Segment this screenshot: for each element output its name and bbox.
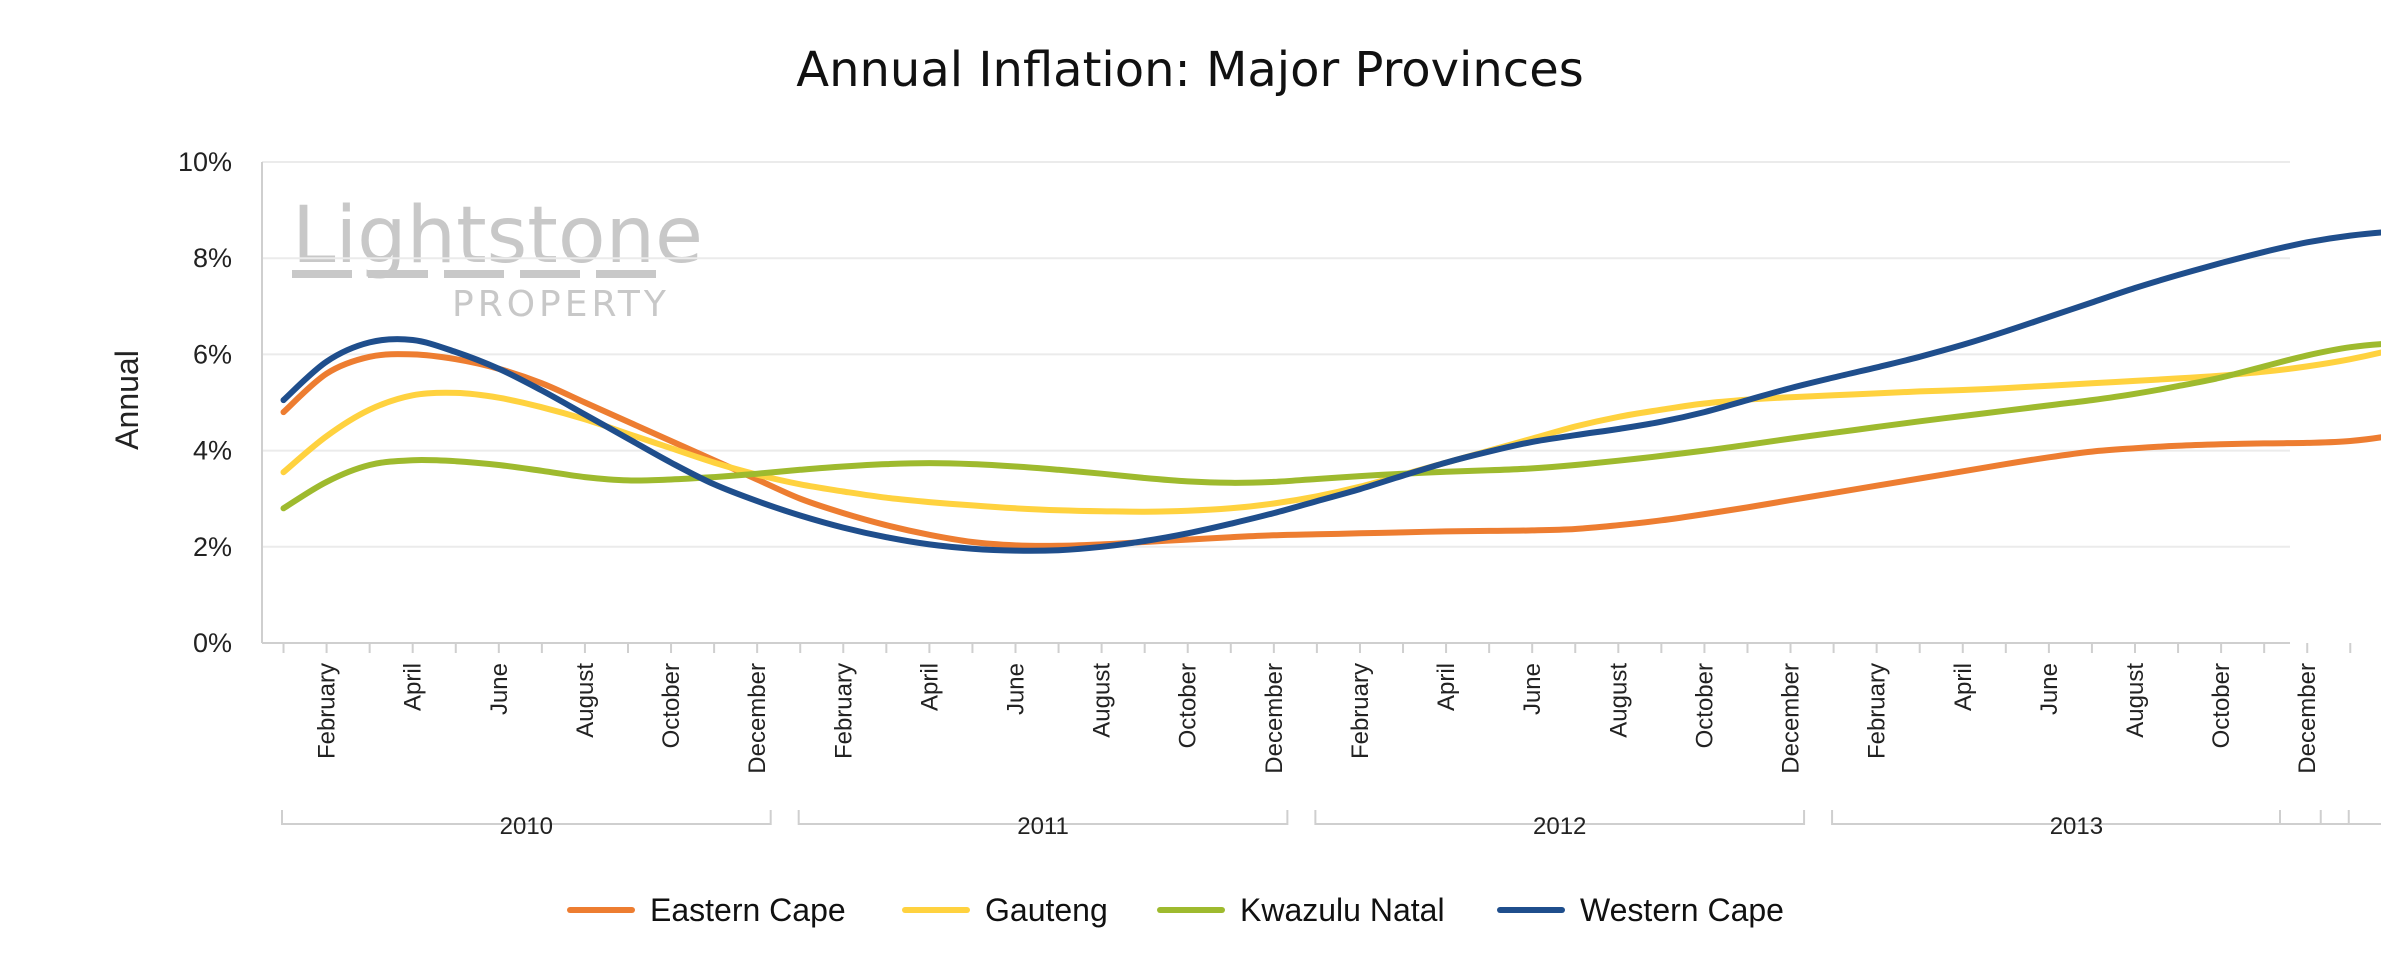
x-tick-label: February <box>1864 663 1891 759</box>
x-tick-label: August <box>1605 663 1632 738</box>
year-axis: 201020112012201320142 <box>281 810 2381 840</box>
year-label: 2012 <box>1533 813 1586 840</box>
x-tick-label: June <box>2036 663 2063 715</box>
grid <box>262 161 2290 548</box>
x-tick-label: December <box>744 663 771 774</box>
year-bracket <box>1831 810 2322 825</box>
watermark-main-text: Lightstone <box>292 191 703 281</box>
legend-label-gauteng: Gauteng <box>985 892 1108 928</box>
x-tick-label: August <box>2122 663 2149 738</box>
year-bracket <box>1314 810 1806 825</box>
x-tick-label: June <box>1519 663 1546 715</box>
x-tick-label: December <box>1778 663 1805 774</box>
y-axis-ticks: 0% 2% 4% 6% 8% 10% <box>178 147 232 658</box>
x-tick-label: October <box>658 663 685 748</box>
year-label: 2013 <box>2050 813 2103 840</box>
year-label: 2010 <box>500 813 553 840</box>
watermark-bar <box>368 270 428 278</box>
legend-label-kwazulu-natal: Kwazulu Natal <box>1240 892 1445 928</box>
x-tick-label: February <box>314 663 341 759</box>
x-tick-label: October <box>2208 663 2235 748</box>
x-tick-label: April <box>1950 663 1977 711</box>
watermark-logo: Lightstone PROPERTY <box>292 191 703 325</box>
x-tick-label: December <box>2294 663 2321 774</box>
x-tick-label: April <box>916 663 943 711</box>
y-tick-label: 2% <box>193 532 232 562</box>
year-bracket <box>2347 810 2381 825</box>
series-lines <box>280 229 2381 554</box>
series-line-kwazulu-natal <box>280 341 2381 512</box>
x-tick-label: April <box>400 663 427 711</box>
x-tick-label: October <box>1691 663 1718 748</box>
year-bracket <box>281 810 772 825</box>
series-line-western-cape <box>280 229 2381 554</box>
legend-label-eastern-cape: Eastern Cape <box>650 892 846 928</box>
y-tick-label: 10% <box>178 147 232 177</box>
year-bracket <box>2279 810 2381 825</box>
x-tick-label: February <box>1347 663 1374 759</box>
legend-label-western-cape: Western Cape <box>1580 892 1784 928</box>
x-tick-label: August <box>1089 663 1116 738</box>
y-tick-label: 8% <box>193 243 232 273</box>
watermark-sub-text: PROPERTY <box>452 284 670 325</box>
watermark-bar <box>292 270 352 278</box>
x-tick-label: October <box>1175 663 1202 748</box>
x-tick-label: June <box>486 663 513 715</box>
watermark-bar <box>596 270 656 278</box>
year-bracket <box>797 810 1289 825</box>
watermark-bar <box>520 270 580 278</box>
x-tick-label: June <box>1003 663 1030 715</box>
series-line-gauteng <box>280 349 2381 515</box>
x-tick-label: December <box>1261 663 1288 774</box>
x-axis-ticks: February April June August October December Fe… <box>282 643 2381 774</box>
chart-title: Annual Inflation: Major Provinces <box>796 42 1583 98</box>
y-tick-label: 0% <box>193 628 232 658</box>
legend: Eastern Cape Gauteng Kwazulu Natal Western … <box>567 892 1784 928</box>
axes <box>261 162 2290 644</box>
x-tick-label: August <box>572 663 599 738</box>
y-axis-label: Annual <box>109 350 145 450</box>
year-label: 2011 <box>1017 813 1069 840</box>
watermark-bar <box>444 270 504 278</box>
x-tick-label: February <box>830 663 857 759</box>
x-tick-label: April <box>1433 663 1460 711</box>
y-tick-label: 6% <box>193 339 232 369</box>
y-tick-label: 4% <box>193 436 232 466</box>
